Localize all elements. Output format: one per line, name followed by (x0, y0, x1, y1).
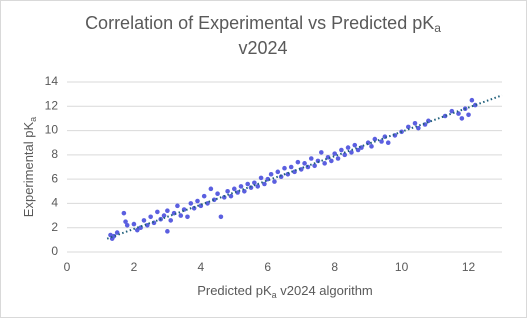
point (416, 125, 421, 131)
point (252, 180, 257, 186)
y-tick-label: 14 (45, 74, 59, 88)
point (215, 191, 220, 197)
point (406, 124, 411, 130)
x-tick-label: 4 (198, 260, 205, 274)
y-tick-label: 4 (51, 196, 58, 210)
point (161, 213, 167, 218)
point (208, 186, 214, 192)
point (258, 175, 264, 181)
point (228, 193, 234, 199)
point (265, 176, 271, 182)
point (175, 203, 180, 209)
point (134, 227, 140, 233)
x-tick-label: 10 (395, 260, 409, 274)
point (469, 97, 475, 103)
y-tick-label: 10 (45, 123, 59, 137)
point (188, 201, 194, 206)
point (218, 214, 224, 220)
title-subscript: a (434, 21, 441, 35)
y-tick-label: 8 (51, 147, 58, 161)
x-tick-label: 12 (462, 260, 476, 274)
point (248, 185, 254, 190)
chart-title-line2: v2024 (238, 38, 287, 58)
chart-title: Correlation of Experimental vs Predicted… (85, 13, 441, 35)
point (278, 174, 284, 180)
x-axis-label: Predicted pKa v2024 algorithm (197, 283, 373, 300)
point (201, 193, 207, 199)
point (312, 163, 317, 169)
point (205, 201, 210, 206)
point (145, 222, 150, 228)
point (369, 144, 374, 149)
y-axis-label: Experimental pKa (21, 117, 38, 217)
point (148, 214, 153, 220)
point (466, 112, 471, 118)
point (268, 171, 274, 177)
point (155, 209, 160, 215)
x-tick-label: 2 (131, 260, 138, 274)
point (121, 210, 127, 216)
point (245, 181, 250, 187)
y-label-subscript: a (28, 117, 38, 122)
point (185, 214, 190, 220)
point (295, 159, 301, 165)
point (178, 213, 184, 218)
point (379, 139, 384, 144)
point (123, 219, 128, 224)
point (131, 221, 137, 227)
point (191, 205, 197, 211)
point (275, 169, 281, 175)
point (412, 120, 418, 126)
point (221, 195, 227, 200)
point (282, 165, 287, 171)
point (165, 208, 170, 214)
point (235, 190, 240, 195)
point (308, 156, 314, 161)
point (329, 158, 334, 164)
y-label-text: Experimental pK (21, 121, 36, 217)
x-tick-label: 0 (64, 260, 71, 274)
x-tick-label: 6 (264, 260, 271, 274)
point (165, 229, 170, 234)
y-tick-label: 0 (51, 244, 58, 258)
point (385, 140, 391, 146)
x-label-subscript: a (272, 290, 277, 300)
point (262, 181, 267, 187)
x-label-text: Predicted pK (197, 283, 272, 298)
point (225, 188, 230, 194)
point (372, 136, 378, 142)
point (342, 152, 348, 158)
point (238, 184, 244, 189)
title-text: Correlation of Experimental vs Predicted… (85, 13, 434, 33)
x-label-after: v2024 algorithm (277, 283, 373, 298)
point (232, 186, 237, 192)
point (195, 198, 200, 204)
point (339, 147, 344, 153)
point (322, 161, 327, 166)
point (302, 161, 307, 166)
y-tick-label: 2 (51, 220, 58, 234)
point (255, 184, 261, 189)
point (124, 222, 130, 228)
point (332, 151, 337, 156)
point (319, 150, 324, 155)
point (459, 116, 465, 121)
point (288, 164, 294, 170)
point (335, 156, 341, 161)
point (168, 218, 174, 223)
point (141, 218, 147, 223)
y-tick-label: 6 (51, 171, 58, 185)
point (349, 150, 354, 155)
point (272, 179, 277, 184)
point (352, 142, 358, 148)
y-tick-label: 12 (45, 98, 59, 112)
x-tick-label: 8 (331, 260, 338, 274)
point (345, 145, 351, 150)
